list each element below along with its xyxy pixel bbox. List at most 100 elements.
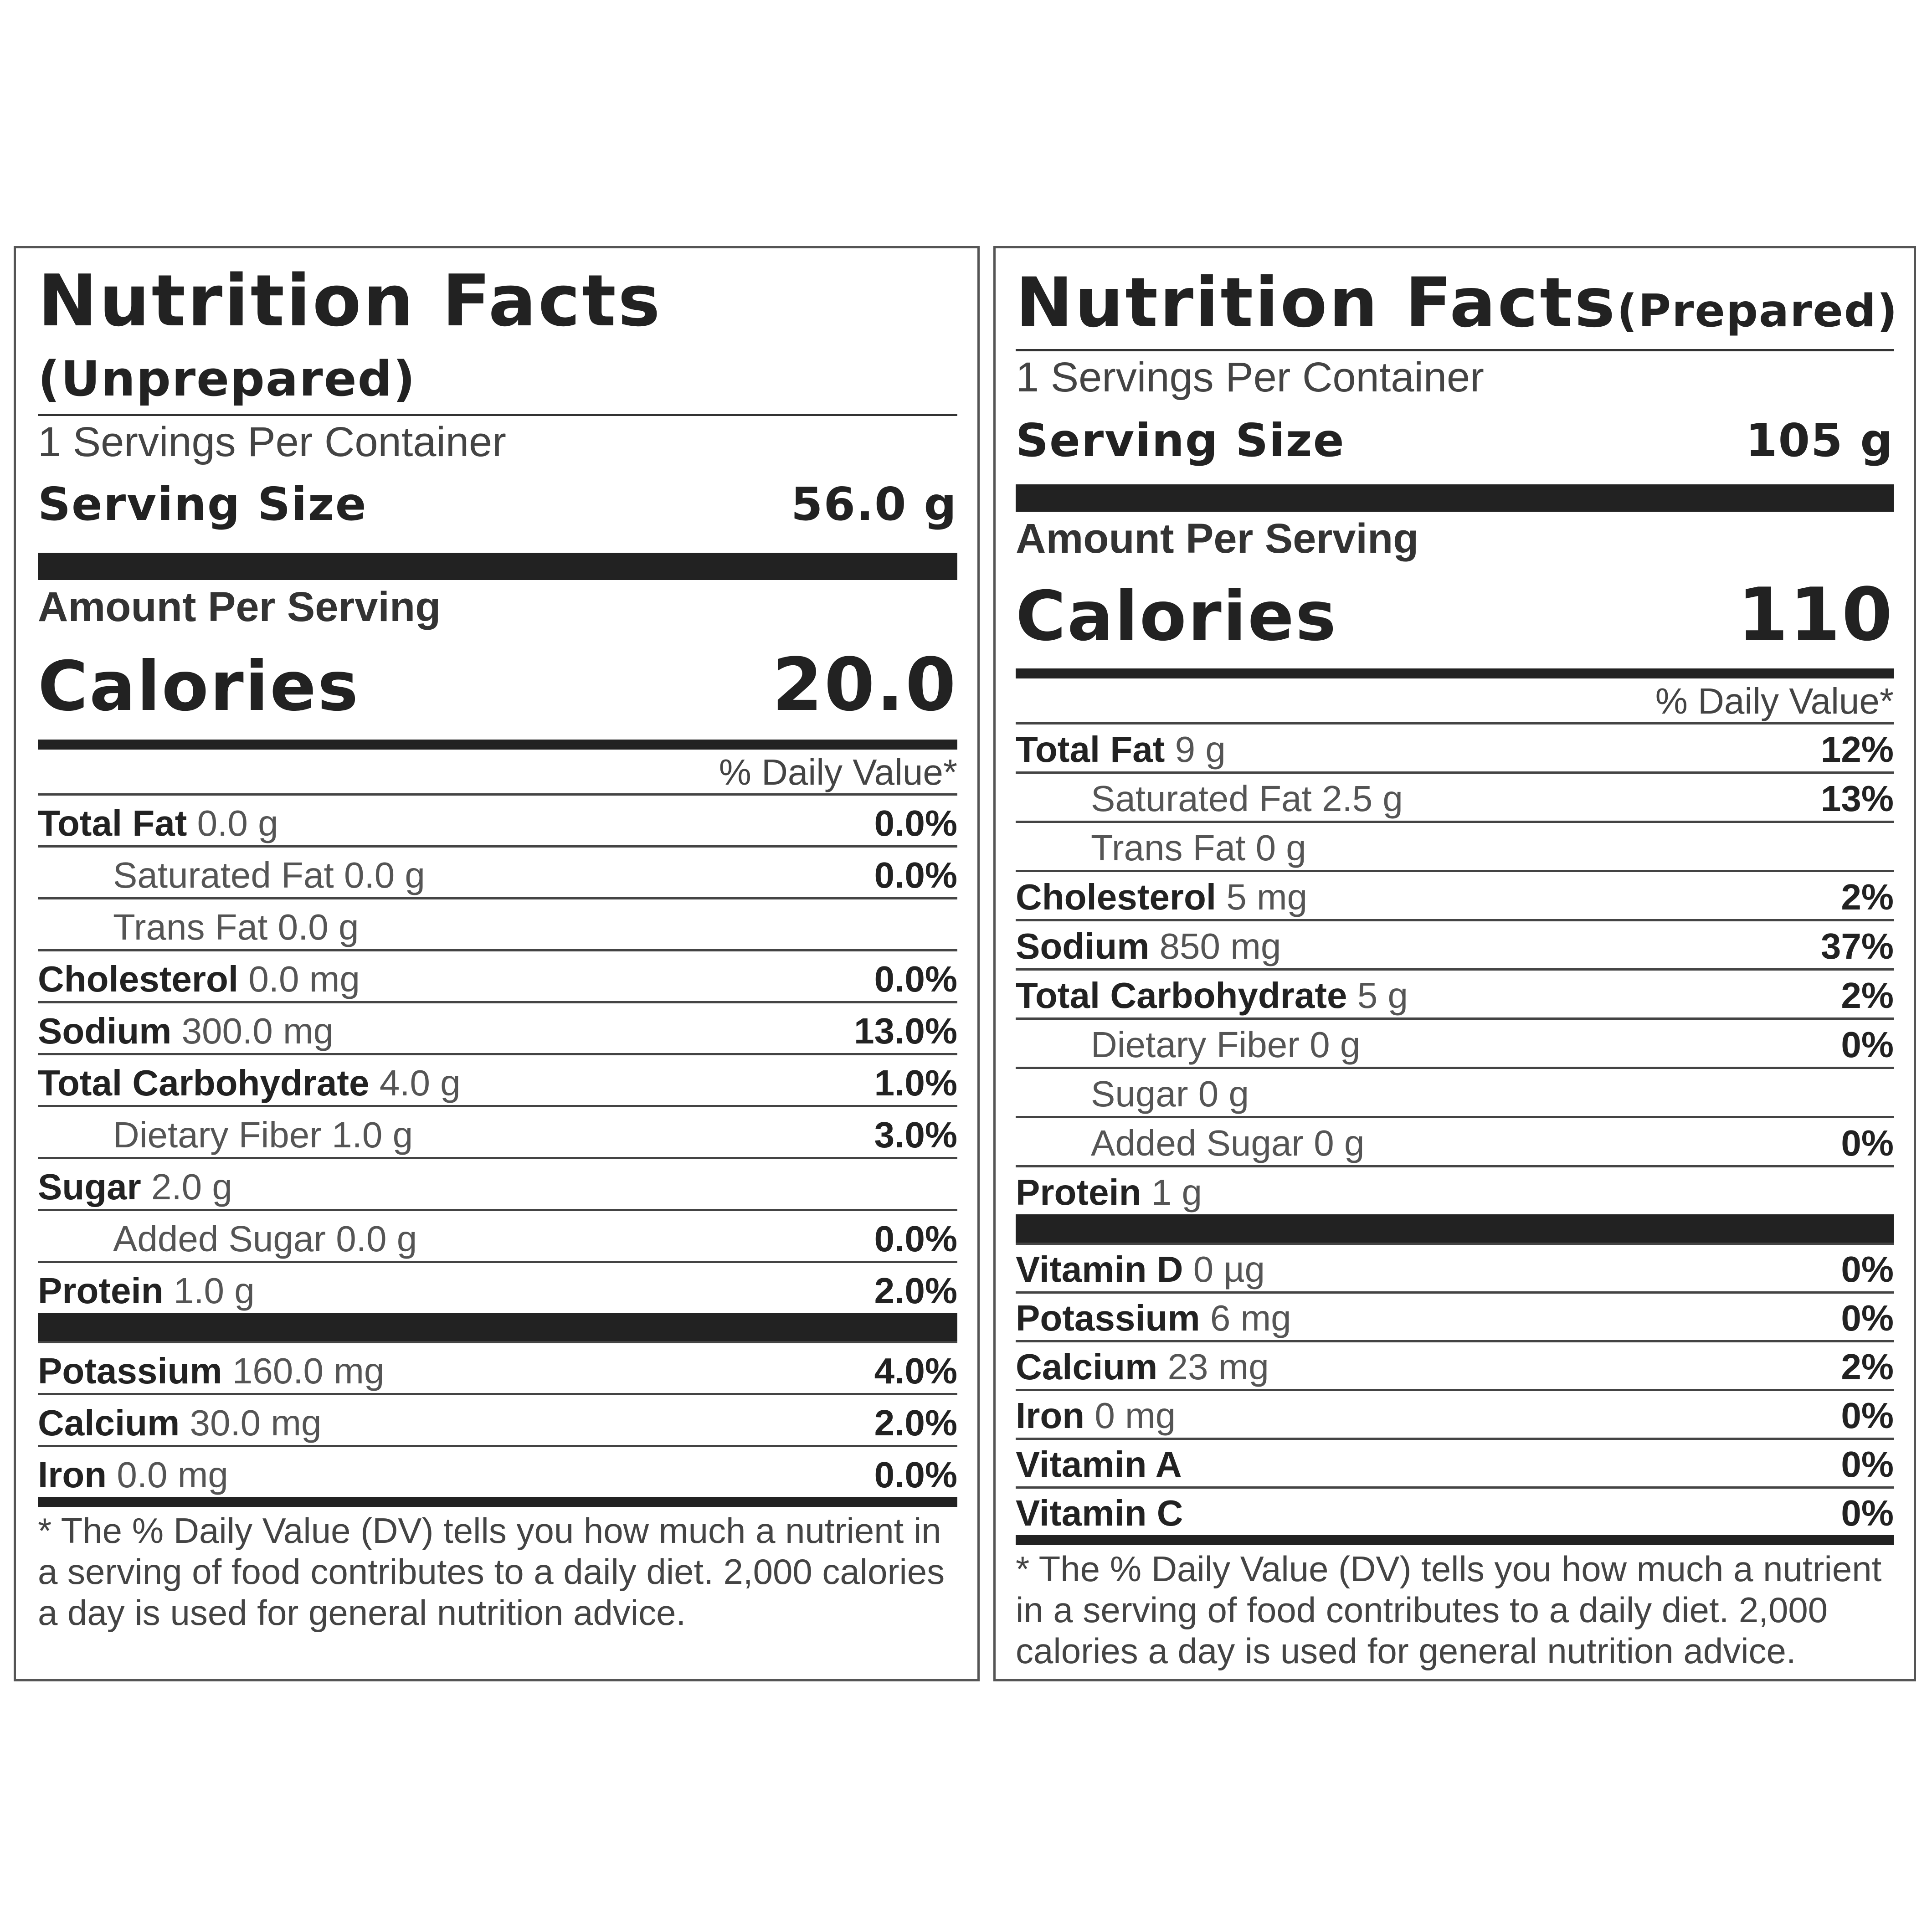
nutrient-name: Iron — [1016, 1395, 1085, 1436]
nutrient-name: Cholesterol — [1016, 877, 1217, 918]
nutrient-name: Protein — [1016, 1172, 1141, 1213]
nutrient-amount: 0.0 g — [336, 1218, 417, 1259]
nutrient-row-trans-fat: Trans Fat 0.0 g — [38, 897, 957, 949]
nutrient-name: Total Fat — [38, 803, 187, 844]
nutrient-row-saturated-fat: Saturated Fat 0.0 g 0.0% — [38, 845, 957, 897]
nutrient-name: Trans Fat — [1091, 827, 1246, 868]
nutrient-row-vitamin-d: Vitamin D 0 µg 0% — [1016, 1243, 1894, 1291]
nutrient-name: Potassium — [1016, 1298, 1200, 1339]
nutrient-amount: 0 g — [1314, 1123, 1365, 1164]
nutrient-daily-value: 4.0% — [874, 1351, 957, 1392]
nutrient-name: Sugar — [1091, 1074, 1188, 1115]
label-title: Nutrition Facts — [1016, 263, 1617, 343]
nutrient-amount: 0.0 mg — [248, 959, 360, 1000]
nutrient-daily-value: 37% — [1820, 926, 1894, 967]
nutrient-daily-value: 0% — [1841, 1298, 1894, 1339]
nutrient-name: Calcium — [1016, 1346, 1158, 1387]
nutrient-list: Total Fat 0.0 g 0.0% Saturated Fat 0.0 g 0.… — [38, 793, 957, 1313]
nutrient-row-total-fat: Total Fat 0.0 g 0.0% — [38, 793, 957, 845]
nutrient-row-total-fat: Total Fat 9 g 12% — [1016, 722, 1894, 771]
label-subtitle: (Prepared) — [1617, 285, 1898, 337]
calories-label: Calories — [1016, 577, 1338, 657]
nutrient-name: Calcium — [38, 1403, 180, 1444]
nutrient-row-vitamin-c: Vitamin C 0% — [1016, 1486, 1894, 1535]
nutrient-row-total-carbohydrate: Total Carbohydrate 5 g 2% — [1016, 968, 1894, 1017]
footnote: * The % Daily Value (DV) tells you how m… — [1016, 1549, 1882, 1671]
nutrient-row-sodium: Sodium 850 mg 37% — [1016, 919, 1894, 968]
nutrient-name: Added Sugar — [1091, 1123, 1304, 1164]
divider — [38, 413, 957, 416]
daily-value-header: % Daily Value* — [1655, 681, 1894, 722]
nutrient-name: Sugar — [38, 1166, 141, 1208]
nutrient-amount: 5 mg — [1226, 877, 1308, 918]
nutrition-label-prepared: Nutrition Facts (Prepared) 1 Servings Pe… — [993, 246, 1916, 1681]
nutrient-amount: 0 g — [1198, 1074, 1249, 1115]
servings-per-container: 1 Servings Per Container — [1016, 354, 1484, 401]
nutrient-row-cholesterol: Cholesterol 5 mg 2% — [1016, 870, 1894, 919]
nutrient-daily-value: 13.0% — [854, 1011, 957, 1052]
nutrient-amount: 0.0 g — [344, 855, 425, 896]
nutrient-amount: 0 µg — [1193, 1249, 1265, 1290]
serving-size-value: 56.0 g — [791, 477, 957, 531]
label-title: Nutrition Facts — [38, 259, 662, 342]
nutrient-daily-value: 0% — [1841, 1395, 1894, 1436]
nutrient-row-potassium: Potassium 160.0 mg 4.0% — [38, 1341, 957, 1393]
nutrient-row-iron: Iron 0 mg 0% — [1016, 1389, 1894, 1438]
nutrient-name: Total Fat — [1016, 729, 1165, 770]
nutrient-name: Vitamin C — [1016, 1493, 1183, 1534]
nutrient-daily-value: 2% — [1841, 877, 1894, 918]
nutrient-daily-value: 1.0% — [874, 1063, 957, 1104]
nutrient-amount: 5 g — [1357, 975, 1408, 1016]
nutrient-name: Dietary Fiber — [113, 1115, 322, 1156]
nutrient-amount: 0.0 mg — [117, 1454, 228, 1495]
nutrient-row-added-sugar: Added Sugar 0.0 g 0.0% — [38, 1209, 957, 1261]
nutrient-daily-value: 0.0% — [874, 803, 957, 844]
nutrient-row-potassium: Potassium 6 mg 0% — [1016, 1291, 1894, 1340]
nutrient-row-dietary-fiber: Dietary Fiber 0 g 0% — [1016, 1017, 1894, 1067]
thick-divider — [1016, 1214, 1894, 1243]
nutrient-amount: 1.0 g — [332, 1115, 413, 1156]
nutrient-row-saturated-fat: Saturated Fat 2.5 g 13% — [1016, 771, 1894, 821]
footnote: * The % Daily Value (DV) tells you how m… — [38, 1511, 945, 1633]
nutrient-name: Total Carbohydrate — [1016, 975, 1347, 1016]
nutrient-daily-value: 0% — [1841, 1249, 1894, 1290]
divider — [1016, 349, 1894, 351]
serving-size-label: Serving Size — [38, 477, 367, 531]
calories-row: Calories 20.0 — [38, 637, 957, 732]
nutrient-daily-value: 0.0% — [874, 959, 957, 1000]
nutrient-row-iron: Iron 0.0 mg 0.0% — [38, 1445, 957, 1497]
label-subtitle: (Unprepared) — [38, 351, 416, 407]
nutrition-label-unprepared: Nutrition Facts (Unprepared) 1 Servings … — [14, 246, 980, 1681]
nutrient-daily-value: 2% — [1841, 975, 1894, 1016]
nutrient-daily-value: 13% — [1820, 778, 1894, 819]
medium-divider — [38, 740, 957, 750]
nutrient-amount: 4.0 g — [379, 1063, 461, 1104]
nutrient-amount: 2.5 g — [1321, 778, 1403, 819]
nutrient-name: Potassium — [38, 1351, 222, 1392]
nutrient-list: Total Fat 9 g 12% Saturated Fat 2.5 g 13% Tr… — [1016, 722, 1894, 1214]
nutrient-row-added-sugar: Added Sugar 0 g 0% — [1016, 1116, 1894, 1165]
nutrient-daily-value: 0% — [1841, 1444, 1894, 1485]
nutrient-name: Sodium — [38, 1011, 172, 1052]
nutrient-name: Saturated Fat — [113, 855, 334, 896]
nutrient-daily-value: 2.0% — [874, 1270, 957, 1311]
nutrient-name: Sodium — [1016, 926, 1150, 967]
nutrient-row-sugar: Sugar 2.0 g — [38, 1157, 957, 1209]
nutrient-daily-value: 0.0% — [874, 1454, 957, 1495]
nutrient-daily-value: 3.0% — [874, 1115, 957, 1156]
nutrient-name: Added Sugar — [113, 1218, 326, 1259]
nutrient-daily-value: 0.0% — [874, 1218, 957, 1259]
nutrient-amount: 1 g — [1151, 1172, 1202, 1213]
nutrient-amount: 23 mg — [1167, 1346, 1269, 1387]
nutrient-amount: 1.0 g — [173, 1270, 255, 1311]
nutrient-row-cholesterol: Cholesterol 0.0 mg 0.0% — [38, 949, 957, 1001]
nutrient-name: Saturated Fat — [1091, 778, 1312, 819]
servings-per-container: 1 Servings Per Container — [38, 418, 506, 465]
nutrient-name: Protein — [38, 1270, 164, 1311]
amount-per-serving: Amount Per Serving — [38, 583, 441, 630]
nutrient-daily-value: 12% — [1820, 729, 1894, 770]
serving-size-label: Serving Size — [1016, 413, 1345, 467]
label-title-row: Nutrition Facts (Prepared) — [1016, 263, 1897, 343]
calories-value: 20.0 — [772, 642, 957, 728]
nutrient-amount: 160.0 mg — [232, 1351, 385, 1392]
